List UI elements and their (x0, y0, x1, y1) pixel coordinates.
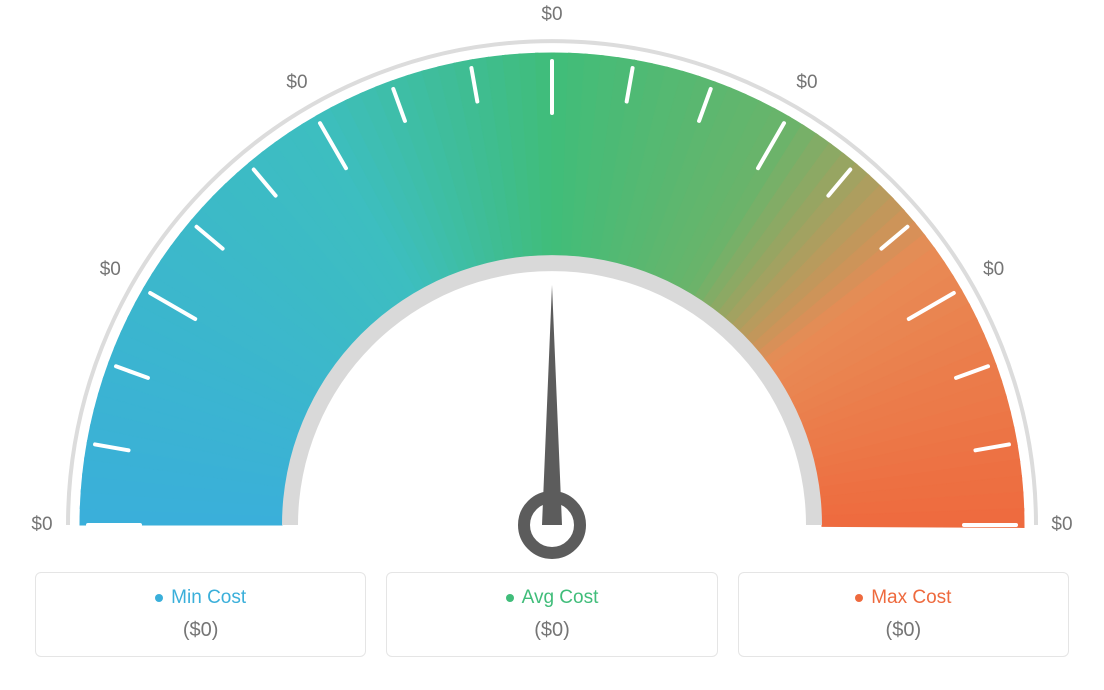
legend-label-min: Min Cost (171, 587, 246, 609)
legend-card-max: Max Cost ($0) (738, 572, 1069, 657)
legend-title-avg: Avg Cost (506, 587, 599, 609)
gauge-chart: $0 $0 $0 $0 $0 $0 $0 (0, 0, 1104, 560)
gauge-tick-label: $0 (100, 259, 121, 281)
gauge-tick-label: $0 (286, 72, 307, 94)
legend-title-max: Max Cost (855, 587, 951, 609)
dot-icon-avg (506, 594, 514, 602)
legend-value-max: ($0) (749, 619, 1058, 642)
legend-row: Min Cost ($0) Avg Cost ($0) Max Cost ($0… (0, 572, 1104, 657)
dot-icon-max (855, 594, 863, 602)
gauge-tick-label: $0 (796, 72, 817, 94)
legend-label-max: Max Cost (871, 587, 951, 609)
gauge-tick-label: $0 (541, 4, 562, 26)
legend-card-min: Min Cost ($0) (35, 572, 366, 657)
gauge-tick-label: $0 (31, 514, 52, 536)
legend-label-avg: Avg Cost (522, 587, 599, 609)
dot-icon-min (155, 594, 163, 602)
gauge-tick-label: $0 (983, 259, 1004, 281)
gauge-svg (0, 0, 1104, 560)
legend-value-avg: ($0) (397, 619, 706, 642)
gauge-tick-label: $0 (1051, 514, 1072, 536)
legend-value-min: ($0) (46, 619, 355, 642)
legend-title-min: Min Cost (155, 587, 246, 609)
legend-card-avg: Avg Cost ($0) (386, 572, 717, 657)
